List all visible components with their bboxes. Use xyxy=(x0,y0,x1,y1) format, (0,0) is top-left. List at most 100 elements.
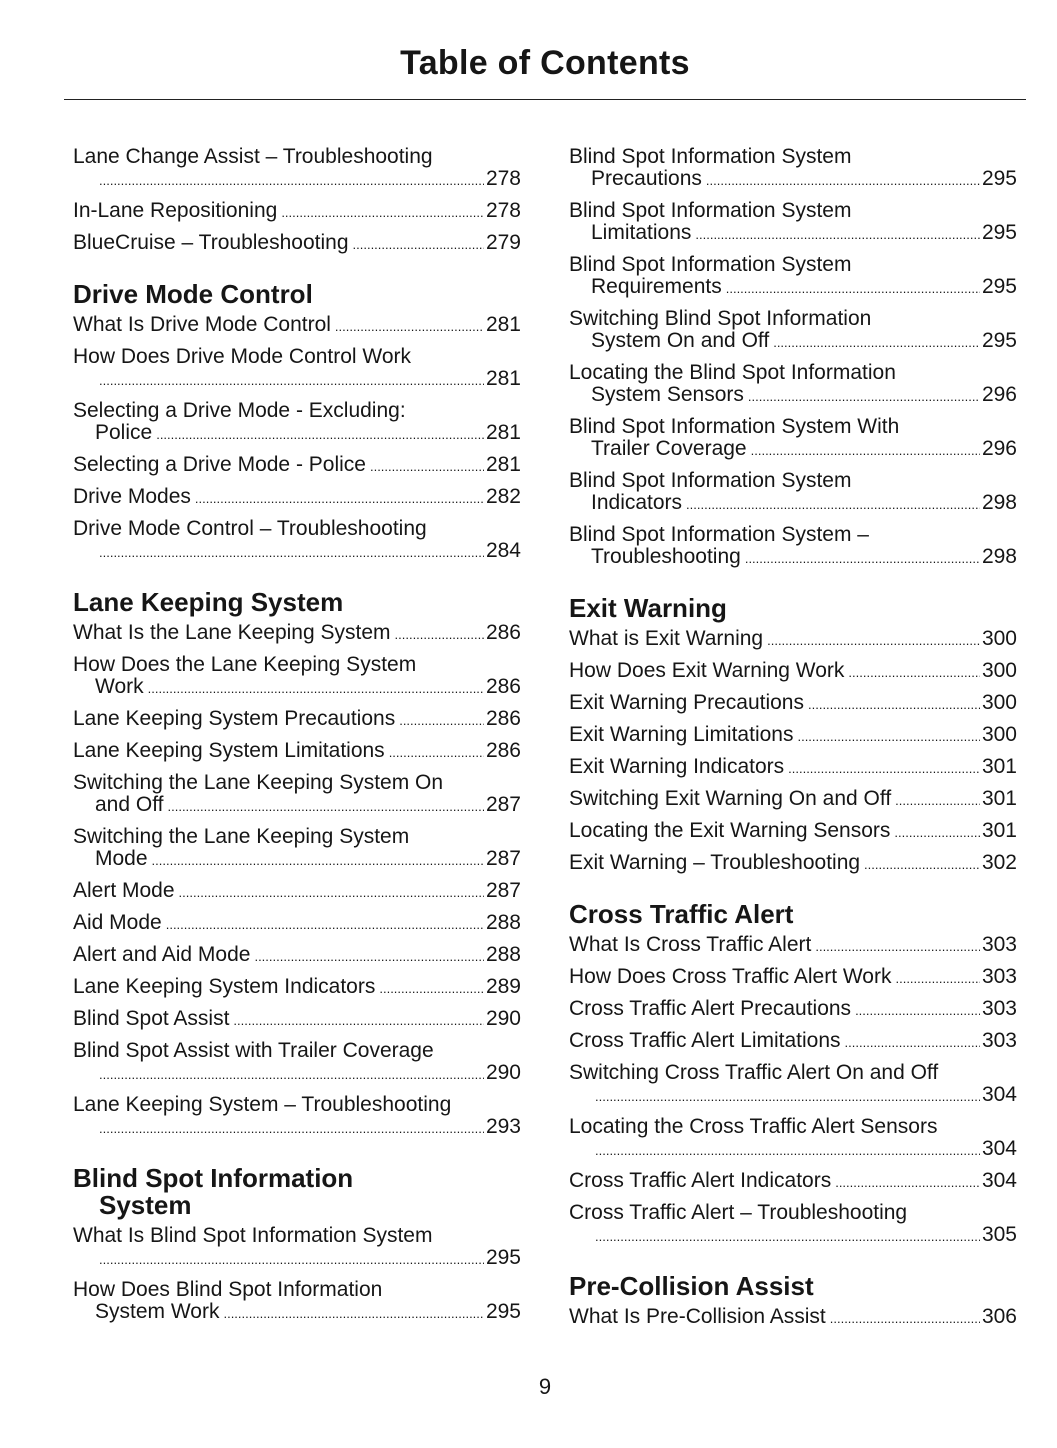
entry-last-line[interactable]: Work 286 xyxy=(73,676,521,700)
entry-last-line[interactable]: How Does Cross Traffic Alert Work 303 xyxy=(569,966,1017,990)
entry-last-line[interactable]: Cross Traffic Alert Indicators 304 xyxy=(569,1170,1017,1194)
page-ref[interactable]: 303 xyxy=(981,997,1017,1020)
entry-last-line[interactable]: Lane Keeping System Indicators 289 xyxy=(73,976,521,1000)
entry-last-line[interactable]: Limitations 295 xyxy=(569,222,1017,246)
entry-title[interactable]: How Does the Lane Keeping System xyxy=(73,653,417,676)
toc-entry[interactable]: Selecting a Drive Mode - Excluding: Polic… xyxy=(73,400,521,446)
entry-title[interactable]: What Is Pre-Collision Assist xyxy=(569,1305,826,1328)
entry-title[interactable]: Locating the Cross Traffic Alert Sensors xyxy=(569,1115,938,1138)
entry-title[interactable]: Work xyxy=(95,675,144,698)
page-ref[interactable]: 281 xyxy=(485,367,521,390)
page-ref[interactable]: 295 xyxy=(981,221,1017,244)
page-ref[interactable]: 303 xyxy=(981,965,1017,988)
entry-title[interactable]: Drive Modes xyxy=(73,485,191,508)
page-ref[interactable]: 278 xyxy=(485,199,521,222)
toc-entry[interactable]: Cross Traffic Alert – Troubleshooting 305 xyxy=(569,1202,1017,1248)
entry-last-line[interactable]: Troubleshooting 298 xyxy=(569,546,1017,570)
entry-title[interactable]: Switching Blind Spot Information xyxy=(569,307,872,330)
entry-last-line[interactable]: Lane Keeping System Limitations 286 xyxy=(73,740,521,764)
page-ref[interactable]: 278 xyxy=(485,167,521,190)
entry-last-line[interactable]: and Off 287 xyxy=(73,794,521,818)
entry-last-line[interactable]: Police 281 xyxy=(73,422,521,446)
page-ref[interactable]: 302 xyxy=(981,851,1017,874)
page-ref[interactable]: 298 xyxy=(981,491,1017,514)
entry-last-line[interactable]: Selecting a Drive Mode - Police 281 xyxy=(73,454,521,478)
toc-entry[interactable]: Blind Spot Information System With Traile… xyxy=(569,416,1017,462)
entry-last-line[interactable]: Aid Mode 288 xyxy=(73,912,521,936)
page-ref[interactable]: 300 xyxy=(981,659,1017,682)
page-ref[interactable]: 304 xyxy=(981,1169,1017,1192)
entry-title[interactable]: Switching the Lane Keeping System On xyxy=(73,771,444,794)
entry-title[interactable]: Blind Spot Assist xyxy=(73,1007,230,1030)
entry-title[interactable]: How Does Cross Traffic Alert Work xyxy=(569,965,892,988)
entry-last-line[interactable]: Alert and Aid Mode 288 xyxy=(73,944,521,968)
toc-entry[interactable]: Switching the Lane Keeping System On and … xyxy=(73,772,521,818)
entry-title[interactable]: Lane Keeping System Indicators xyxy=(73,975,376,998)
entry-title[interactable]: What Is the Lane Keeping System xyxy=(73,621,391,644)
toc-entry[interactable]: Locating the Exit Warning Sensors 301 xyxy=(569,820,1017,844)
page-ref[interactable]: 288 xyxy=(485,911,521,934)
entry-title[interactable]: Selecting a Drive Mode - Excluding: xyxy=(73,399,406,422)
entry-title[interactable]: Switching Cross Traffic Alert On and Off xyxy=(569,1061,939,1084)
entry-title[interactable]: How Does Exit Warning Work xyxy=(569,659,845,682)
toc-entry[interactable]: What Is Drive Mode Control 281 xyxy=(73,314,521,338)
toc-entry[interactable]: Alert and Aid Mode 288 xyxy=(73,944,521,968)
page-ref[interactable]: 290 xyxy=(485,1007,521,1030)
toc-entry[interactable]: Exit Warning Limitations 300 xyxy=(569,724,1017,748)
page-ref[interactable]: 281 xyxy=(485,453,521,476)
toc-entry[interactable]: Lane Keeping System Limitations 286 xyxy=(73,740,521,764)
toc-entry[interactable]: How Does Cross Traffic Alert Work 303 xyxy=(569,966,1017,990)
toc-entry[interactable]: Blind Spot Information System – Troublesh… xyxy=(569,524,1017,570)
toc-entry[interactable]: Alert Mode 287 xyxy=(73,880,521,904)
entry-last-line[interactable]: What Is Pre-Collision Assist 306 xyxy=(569,1306,1017,1330)
entry-title[interactable]: Police xyxy=(95,421,153,444)
entry-title[interactable]: Cross Traffic Alert Limitations xyxy=(569,1029,841,1052)
page-ref[interactable]: 295 xyxy=(485,1246,521,1269)
toc-entry[interactable]: BlueCruise – Troubleshooting 279 xyxy=(73,232,521,256)
entry-last-line[interactable]: Exit Warning Indicators 301 xyxy=(569,756,1017,780)
entry-title[interactable]: Locating the Exit Warning Sensors xyxy=(569,819,891,842)
toc-entry[interactable]: What Is Blind Spot Information System 295 xyxy=(73,1225,521,1271)
entry-title[interactable]: Cross Traffic Alert – Troubleshooting xyxy=(569,1201,908,1224)
toc-entry[interactable]: Lane Change Assist – Troubleshooting 278 xyxy=(73,146,521,192)
page-ref[interactable]: 301 xyxy=(981,755,1017,778)
toc-entry[interactable]: Drive Modes 282 xyxy=(73,486,521,510)
entry-last-line[interactable]: Drive Modes 282 xyxy=(73,486,521,510)
page-ref[interactable]: 288 xyxy=(485,943,521,966)
entry-last-line[interactable]: What Is Cross Traffic Alert 303 xyxy=(569,934,1017,958)
page-ref[interactable]: 281 xyxy=(485,313,521,336)
entry-title[interactable]: Switching Exit Warning On and Off xyxy=(569,787,892,810)
entry-title[interactable]: Exit Warning Limitations xyxy=(569,723,794,746)
entry-title[interactable]: Requirements xyxy=(591,275,722,298)
entry-title[interactable]: Drive Mode Control – Troubleshooting xyxy=(73,517,427,540)
toc-entry[interactable]: Selecting a Drive Mode - Police 281 xyxy=(73,454,521,478)
toc-entry[interactable]: Switching Exit Warning On and Off 301 xyxy=(569,788,1017,812)
toc-entry[interactable]: What Is Cross Traffic Alert 303 xyxy=(569,934,1017,958)
page-ref[interactable]: 298 xyxy=(981,545,1017,568)
page-ref[interactable]: 304 xyxy=(981,1083,1017,1106)
entry-last-line[interactable]: 281 xyxy=(73,368,521,392)
entry-title[interactable]: What Is Blind Spot Information System xyxy=(73,1224,433,1247)
page-ref[interactable]: 305 xyxy=(981,1223,1017,1246)
entry-title[interactable]: How Does Blind Spot Information xyxy=(73,1278,383,1301)
entry-title[interactable]: System On and Off xyxy=(591,329,770,352)
page-ref[interactable]: 290 xyxy=(485,1061,521,1084)
toc-entry[interactable]: Exit Warning Precautions 300 xyxy=(569,692,1017,716)
toc-entry[interactable]: Lane Keeping System – Troubleshooting 293 xyxy=(73,1094,521,1140)
entry-last-line[interactable]: 293 xyxy=(73,1116,521,1140)
entry-last-line[interactable]: Alert Mode 287 xyxy=(73,880,521,904)
entry-last-line[interactable]: Exit Warning Limitations 300 xyxy=(569,724,1017,748)
page-ref[interactable]: 301 xyxy=(981,787,1017,810)
entry-last-line[interactable]: System Work 295 xyxy=(73,1301,521,1325)
entry-last-line[interactable]: Trailer Coverage 296 xyxy=(569,438,1017,462)
page-ref[interactable]: 303 xyxy=(981,933,1017,956)
toc-entry[interactable]: What is Exit Warning 300 xyxy=(569,628,1017,652)
toc-entry[interactable]: Cross Traffic Alert Indicators 304 xyxy=(569,1170,1017,1194)
entry-title[interactable]: and Off xyxy=(95,793,164,816)
toc-entry[interactable]: How Does Drive Mode Control Work 281 xyxy=(73,346,521,392)
entry-title[interactable]: BlueCruise – Troubleshooting xyxy=(73,231,349,254)
toc-entry[interactable]: Exit Warning Indicators 301 xyxy=(569,756,1017,780)
page-ref[interactable]: 287 xyxy=(485,879,521,902)
